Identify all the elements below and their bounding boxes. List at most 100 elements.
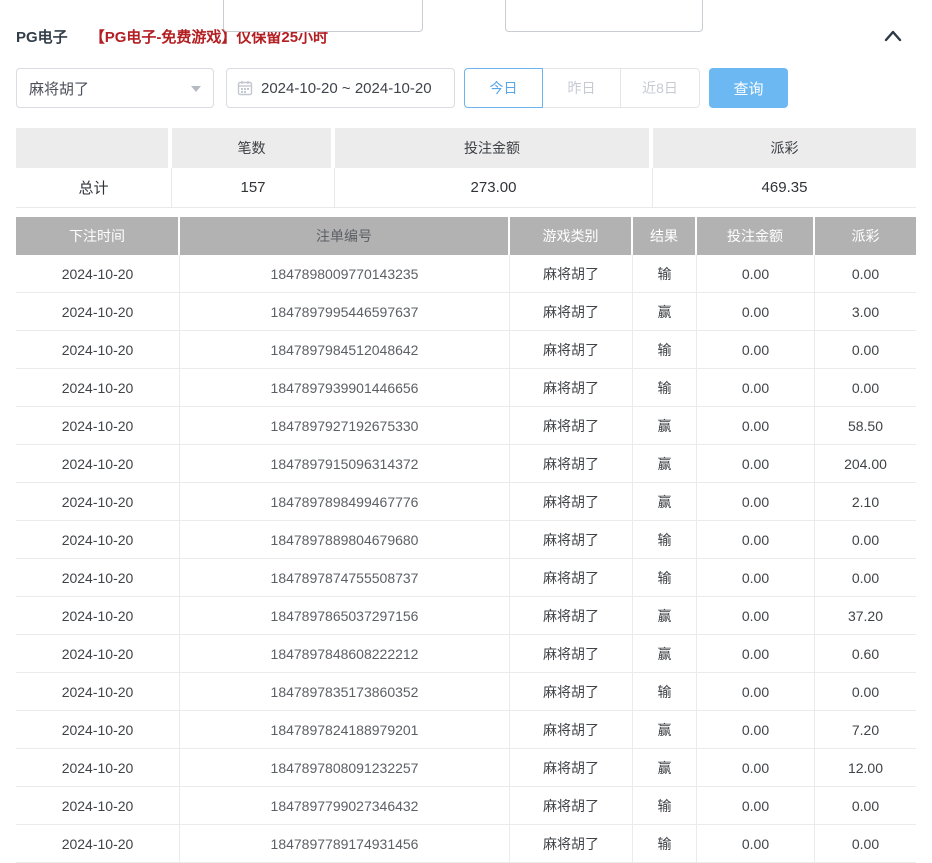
bet-amount-cell: 0.00 [697,787,815,825]
result-cell: 赢 [633,711,697,749]
bet-id-cell: 1847897915096314372 [180,445,510,483]
game-type-cell: 麻将胡了 [510,331,633,369]
result-cell: 输 [633,331,697,369]
bet-amount-cell: 0.00 [697,331,815,369]
payout-cell: 58.50 [815,407,916,445]
bet-id-cell: 1847897984512048642 [180,331,510,369]
result-cell: 赢 [633,749,697,787]
result-cell: 输 [633,521,697,559]
table-row: 2024-10-20 1847897835173860352 麻将胡了输 0.00 0.… [16,673,916,711]
table-row: 2024-10-20 1847897824188979201 麻将胡了赢 0.00 7.… [16,711,916,749]
payout-cell: 204.00 [815,445,916,483]
bet-records-table: 下注时间 注单编号 游戏类别 结果 投注金额 派彩 2024-10-20 184789800… [16,217,916,863]
bet-amount-cell: 0.00 [697,673,815,711]
game-select[interactable]: 麻将胡了 [16,68,214,108]
bet-time-cell: 2024-10-20 [16,787,180,825]
cutoff-input-box [505,0,703,32]
table-row: 2024-10-20 1847897889804679680 麻将胡了输 0.00 0.… [16,521,916,559]
quick-range-1[interactable]: 今日 [464,68,543,108]
bet-time-cell: 2024-10-20 [16,559,180,597]
bet-time-cell: 2024-10-20 [16,825,180,863]
query-button[interactable]: 查询 [709,68,788,108]
payout-cell: 0.00 [815,825,916,863]
result-cell: 输 [633,559,697,597]
quick-range-group: 今日 昨日 近8日 [464,68,700,108]
summary-col-header: 派彩 [653,128,916,168]
table-row: 2024-10-20 1847897939901446656 麻将胡了输 0.00 0.… [16,369,916,407]
table-row: 2024-10-20 1847897995446597637 麻将胡了赢 0.00 3.… [16,293,916,331]
bet-time-cell: 2024-10-20 [16,331,180,369]
calendar-icon [237,80,253,96]
table-row: 2024-10-20 1847897789174931456 麻将胡了输 0.00 0.… [16,825,916,863]
quick-range-2[interactable]: 昨日 [542,68,621,108]
bet-time-cell: 2024-10-20 [16,407,180,445]
payout-cell: 0.00 [815,673,916,711]
bet-amount-cell: 0.00 [697,483,815,521]
filter-bar: 麻将胡了 2024-10-20 ~ 2024-10-20 今日 昨日 近8 [16,68,916,108]
game-type-cell: 麻将胡了 [510,749,633,787]
retention-notice: 【PG电子-免费游戏】仅保留25小时 [89,28,329,46]
quick-range-3[interactable]: 近8日 [620,68,700,108]
bet-time-cell: 2024-10-20 [16,369,180,407]
bet-id-cell: 1847897898499467776 [180,483,510,521]
result-cell: 赢 [633,445,697,483]
bet-amount-cell: 0.00 [697,711,815,749]
bet-time-cell: 2024-10-20 [16,521,180,559]
payout-cell: 0.00 [815,559,916,597]
result-cell: 输 [633,255,697,293]
table-row: 2024-10-20 1847898009770143235 麻将胡了输 0.00 0.… [16,255,916,293]
table-row: 2024-10-20 1847897927192675330 麻将胡了赢 0.00 58… [16,407,916,445]
game-type-cell: 麻将胡了 [510,445,633,483]
payout-cell: 0.00 [815,255,916,293]
bet-amount-cell: 0.00 [697,559,815,597]
bet-time-cell: 2024-10-20 [16,711,180,749]
date-range-input[interactable]: 2024-10-20 ~ 2024-10-20 [226,68,455,108]
bet-id-cell: 1847897824188979201 [180,711,510,749]
bet-amount-cell: 0.00 [697,369,815,407]
bet-time-cell: 2024-10-20 [16,445,180,483]
bet-time-cell: 2024-10-20 [16,673,180,711]
bet-amount-cell: 0.00 [697,445,815,483]
game-type-cell: 麻将胡了 [510,825,633,863]
collapse-section-button[interactable] [884,30,902,42]
bet-amount-cell: 0.00 [697,293,815,331]
bet-amount-cell: 0.00 [697,749,815,787]
bet-id-cell: 1847897835173860352 [180,673,510,711]
table-row: 2024-10-20 1847897874755508737 麻将胡了输 0.00 0.… [16,559,916,597]
game-type-cell: 麻将胡了 [510,483,633,521]
bet-time-cell: 2024-10-20 [16,597,180,635]
result-cell: 赢 [633,293,697,331]
col-header-result: 结果 [633,217,697,255]
table-row: 2024-10-20 1847897865037297156 麻将胡了赢 0.00 37… [16,597,916,635]
summary-value: 157 [172,168,335,208]
game-type-cell: 麻将胡了 [510,407,633,445]
result-cell: 赢 [633,407,697,445]
result-cell: 输 [633,369,697,407]
col-header-game-type: 游戏类别 [510,217,633,255]
game-type-cell: 麻将胡了 [510,559,633,597]
summary-col-header: 投注金额 [335,128,653,168]
payout-cell: 37.20 [815,597,916,635]
date-range-value: 2024-10-20 ~ 2024-10-20 [261,79,432,97]
payout-cell: 2.10 [815,483,916,521]
game-type-cell: 麻将胡了 [510,673,633,711]
table-row: 2024-10-20 1847897848608222212 麻将胡了赢 0.00 0.… [16,635,916,673]
bet-id-cell: 1847897927192675330 [180,407,510,445]
summary-value: 273.00 [335,168,653,208]
game-type-cell: 麻将胡了 [510,711,633,749]
bet-id-cell: 1847897865037297156 [180,597,510,635]
bet-id-cell: 1847897874755508737 [180,559,510,597]
game-type-cell: 麻将胡了 [510,369,633,407]
game-type-cell: 麻将胡了 [510,635,633,673]
bet-id-cell: 1847897995446597637 [180,293,510,331]
col-header-bet-amount: 投注金额 [697,217,815,255]
bet-id-cell: 1847897939901446656 [180,369,510,407]
payout-cell: 0.00 [815,369,916,407]
bet-amount-cell: 0.00 [697,825,815,863]
bet-id-cell: 1847897889804679680 [180,521,510,559]
section-title: PG电子 [16,28,68,46]
table-row: 2024-10-20 1847897799027346432 麻将胡了输 0.00 0.… [16,787,916,825]
summary-col-header: 笔数 [172,128,335,168]
table-row: 2024-10-20 1847897915096314372 麻将胡了赢 0.00 20… [16,445,916,483]
section-header: PG电子 【PG电子-免费游戏】仅保留25小时 [16,26,916,46]
